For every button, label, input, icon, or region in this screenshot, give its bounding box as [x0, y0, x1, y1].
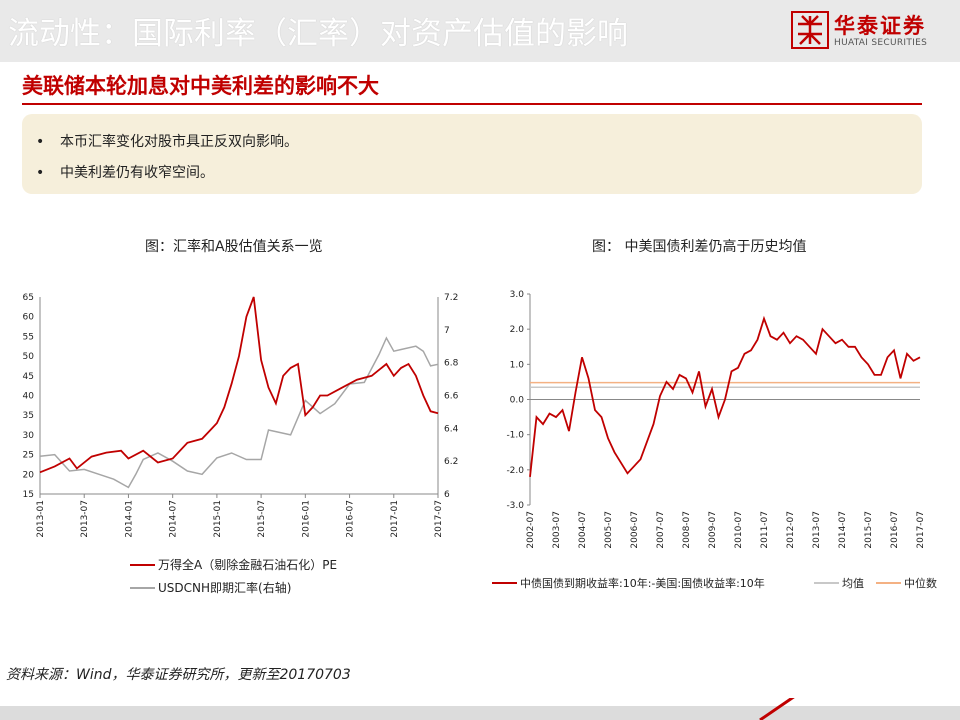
x-tick-label: 2014-07 — [169, 500, 179, 538]
y-tick-label: -3.0 — [506, 501, 524, 511]
section-subtitle: 美联储本轮加息对中美利差的影响不大 — [22, 74, 379, 98]
x-tick-label: 2015-01 — [213, 500, 223, 538]
y-tick-label: 0.0 — [510, 396, 525, 406]
y-right-tick-label: 6 — [444, 490, 450, 500]
key-points-box: • 本币汇率变化对股市具正反双向影响。 • 中美利差仍有收窄空间。 — [22, 114, 922, 194]
y-left-tick-label: 40 — [23, 392, 35, 402]
x-tick-label: 2012-07 — [786, 511, 796, 549]
x-tick-label: 2013-07 — [80, 500, 90, 538]
subtitle-underline — [22, 103, 922, 105]
x-tick-label: 2009-07 — [708, 511, 718, 549]
x-tick-label: 2003-07 — [552, 511, 562, 549]
chart-right-title: 图： 中美国债利差仍高于历史均值 — [592, 239, 807, 255]
y-left-tick-label: 50 — [23, 352, 35, 362]
title-bar: 流动性：国际利率（汇率）对资产估值的影响 华泰证券 HUATAI SECURIT… — [0, 0, 960, 62]
y-left-tick-label: 65 — [23, 293, 34, 303]
x-tick-label: 2016-07 — [346, 500, 356, 538]
y-right-tick-label: 6.4 — [444, 424, 459, 434]
cn-us-spread-chart: -3.0 -2.0 -1.0 0.0 1.0 2.0 3.0 2002-07 2003-07 20… — [492, 290, 937, 590]
y-left-tick-label: 55 — [23, 332, 34, 342]
bullet-text: 中美利差仍有收窄空间。 — [60, 165, 214, 181]
y-tick-label: -1.0 — [506, 431, 524, 441]
x-tick-label: 2011-07 — [760, 511, 770, 549]
legend-usdcnh-label: USDCNH即期汇率(右轴) — [158, 580, 291, 595]
y-tick-label: 3.0 — [510, 290, 525, 300]
source-note: 资料来源：Wind，华泰证券研究所，更新至20170703 — [6, 667, 351, 683]
legend-mean-label: 均值 — [842, 577, 864, 590]
x-tick-label: 2008-07 — [682, 511, 692, 549]
x-tick-label: 2010-07 — [734, 511, 744, 549]
y-right-tick-label: 6.2 — [444, 457, 458, 467]
legend-pe-label: 万得全A（剔除金融石油石化）PE — [158, 557, 337, 572]
x-tick-label: 2017-07 — [434, 500, 444, 538]
x-tick-label: 2017-07 — [916, 511, 926, 549]
y-right-tick-label: 7 — [444, 326, 450, 336]
y-right-tick-label: 7.2 — [444, 293, 458, 303]
x-tick-label: 2005-07 — [604, 511, 614, 549]
y-left-tick-label: 45 — [23, 372, 34, 382]
x-tick-label: 2007-07 — [656, 511, 666, 549]
x-tick-label: 2017-01 — [390, 500, 400, 538]
series-pe-line — [39, 296, 439, 474]
x-tick-label: 2006-07 — [630, 511, 640, 549]
y-left-tick-label: 30 — [23, 431, 35, 441]
y-right-tick-label: 6.6 — [444, 392, 459, 402]
bullet-item: • 中美利差仍有收窄空间。 — [36, 165, 214, 181]
x-tick-label: 2013-07 — [812, 511, 822, 549]
fx-valuation-chart: 15 20 25 30 35 40 45 50 55 60 65 6 6.2 6.4 6.6 6.8 7 7.2 2… — [23, 293, 459, 595]
x-tick-label: 2015-07 — [257, 500, 267, 538]
bottom-decoration — [0, 698, 960, 720]
y-tick-label: 1.0 — [510, 360, 525, 370]
y-left-tick-label: 60 — [23, 313, 35, 323]
y-left-tick-label: 15 — [23, 490, 34, 500]
y-right-tick-label: 6.8 — [444, 359, 459, 369]
series-usdcnh-line — [39, 336, 439, 489]
y-tick-label: 2.0 — [510, 325, 525, 335]
x-tick-label: 2013-01 — [36, 500, 46, 538]
bullet-text: 本币汇率变化对股市具正反双向影响。 — [60, 134, 298, 150]
x-tick-label: 2004-07 — [578, 511, 588, 549]
legend-median-label: 中位数 — [904, 576, 937, 590]
x-tick-label: 2002-07 — [526, 511, 536, 549]
y-left-tick-label: 35 — [23, 411, 34, 421]
series-spread-line — [529, 315, 921, 477]
x-tick-label: 2014-01 — [124, 500, 134, 538]
y-tick-label: -2.0 — [506, 466, 524, 476]
x-tick-label: 2015-07 — [864, 511, 874, 549]
page-title: 流动性：国际利率（汇率）对资产估值的影响 — [8, 16, 628, 52]
x-tick-label: 2016-07 — [890, 511, 900, 549]
logo-text-cn: 华泰证券 — [834, 14, 926, 38]
y-left-tick-label: 20 — [23, 470, 35, 480]
bullet-item: • 本币汇率变化对股市具正反双向影响。 — [36, 134, 298, 150]
company-logo: 华泰证券 HUATAI SECURITIES — [790, 8, 950, 54]
huatai-logo-icon — [791, 11, 829, 49]
logo-text-en: HUATAI SECURITIES — [834, 38, 928, 48]
legend-spread-label: 中债国债到期收益率:10年:-美国:国债收益率:10年 — [520, 576, 765, 590]
chart-left-title: 图：汇率和A股估值关系一览 — [145, 239, 323, 255]
y-left-tick-label: 25 — [23, 451, 34, 461]
x-tick-label: 2014-07 — [838, 511, 848, 549]
x-tick-label: 2016-01 — [301, 500, 311, 538]
